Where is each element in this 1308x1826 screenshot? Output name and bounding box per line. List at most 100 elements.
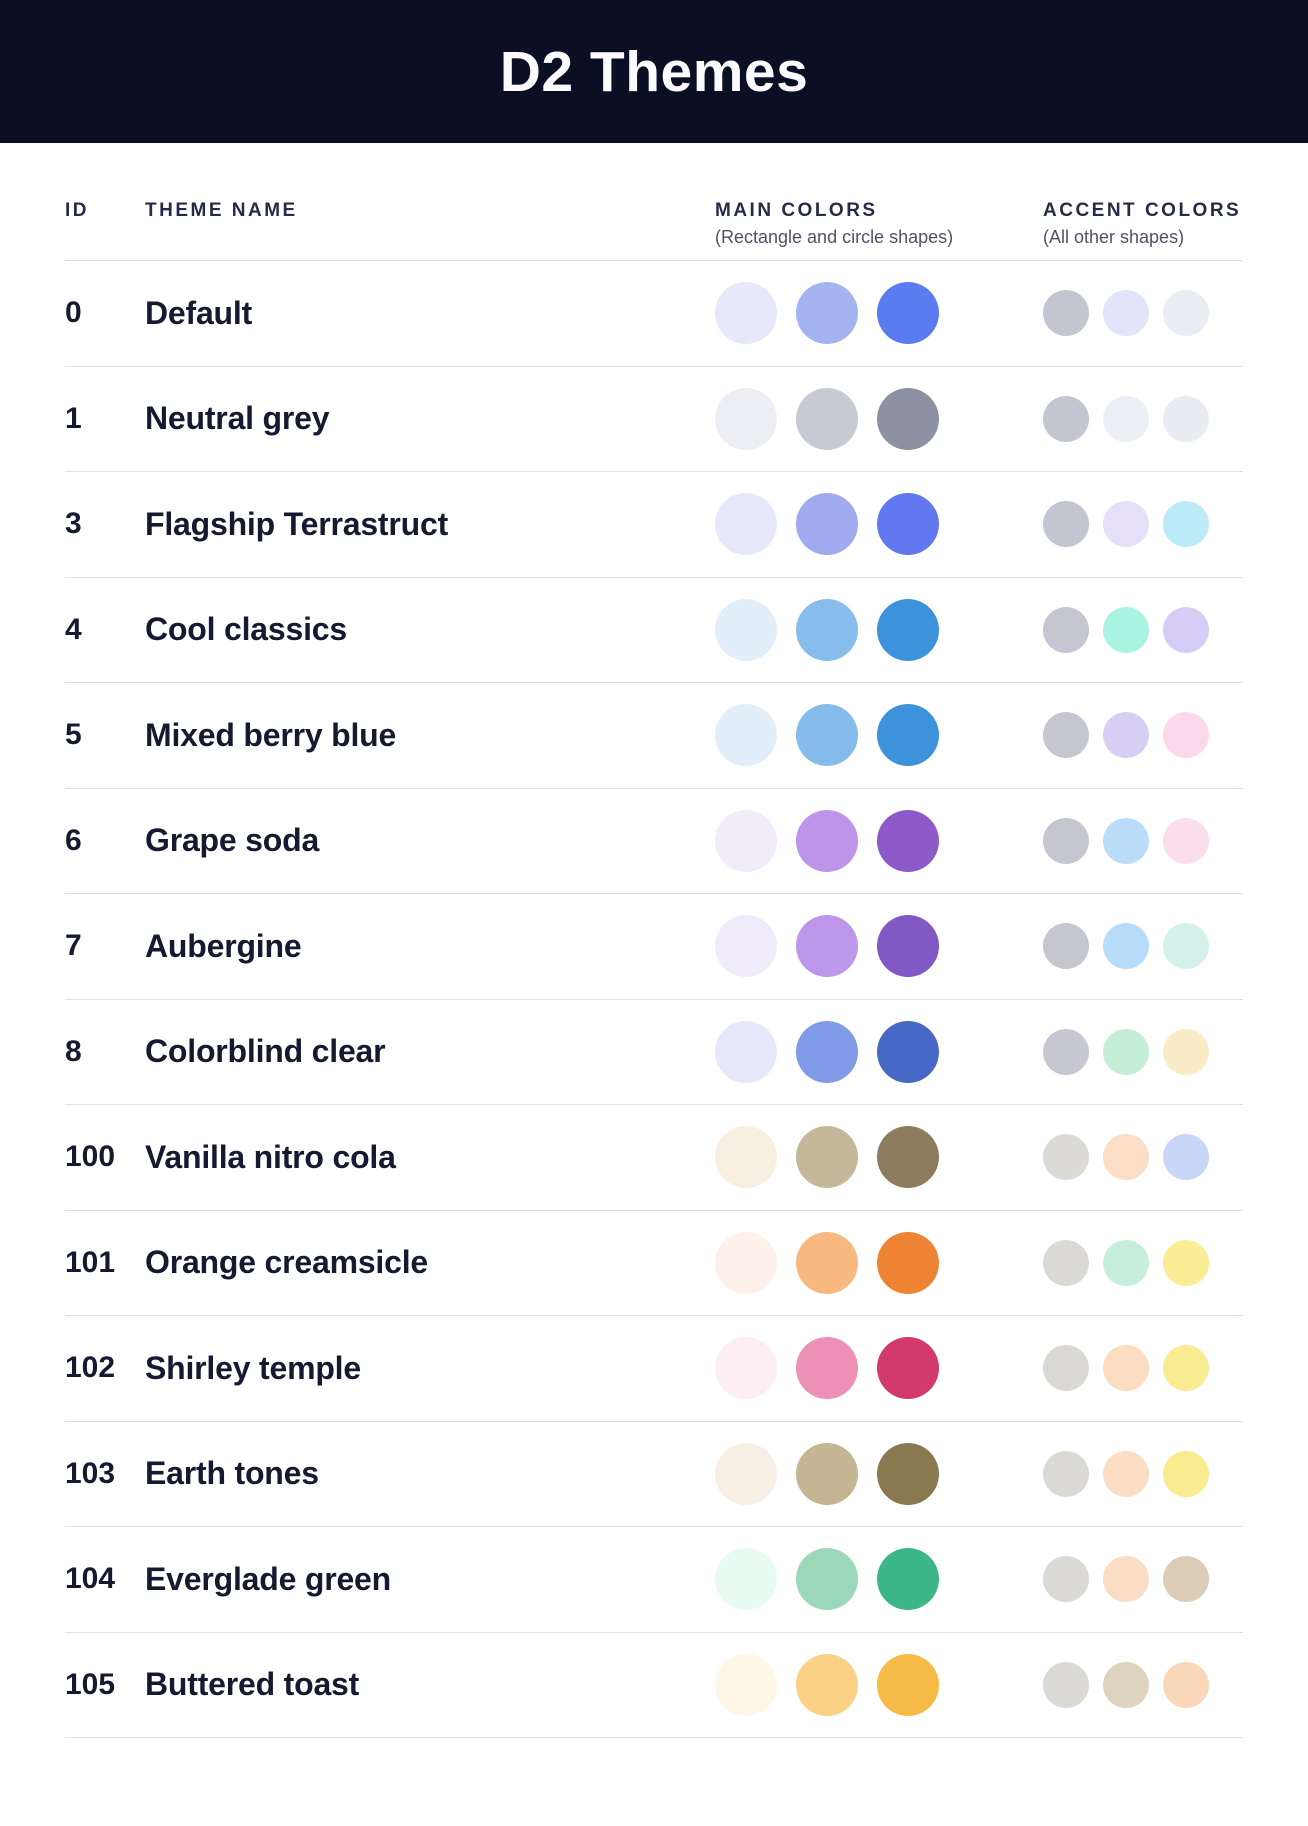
main-color-swatches	[715, 704, 1043, 767]
main-color-swatch	[715, 1126, 777, 1189]
main-color-swatch	[877, 1020, 939, 1083]
theme-name: Grape soda	[145, 822, 320, 859]
table-row: 101 Orange creamsicle	[65, 1211, 1243, 1316]
accent-color-swatch	[1103, 606, 1149, 653]
main-color-swatch	[796, 1020, 858, 1083]
accent-color-swatch	[1163, 1239, 1209, 1286]
table-row: 5 Mixed berry blue	[65, 683, 1243, 789]
table-row: 103 Earth tones	[65, 1422, 1243, 1527]
accent-color-swatch	[1043, 1661, 1089, 1708]
accent-color-swatch	[1103, 395, 1149, 442]
accent-color-swatch	[1163, 712, 1209, 759]
theme-name: Orange creamsicle	[145, 1244, 428, 1281]
main-color-swatch	[715, 704, 777, 767]
main-color-swatches	[715, 282, 1043, 345]
accent-color-swatch	[1163, 1134, 1209, 1181]
theme-name: Vanilla nitro cola	[145, 1138, 396, 1175]
column-subheader-main-colors: (Rectangle and circle shapes)	[715, 227, 954, 247]
main-color-swatch	[796, 598, 858, 661]
column-header-main-colors-cell: MAIN COLORS (Rectangle and circle shapes…	[715, 199, 1043, 249]
main-color-swatch	[796, 809, 858, 872]
accent-color-swatches	[1043, 1450, 1243, 1497]
accent-color-swatches	[1043, 1556, 1243, 1603]
column-header-accent-colors: ACCENT COLORS	[1043, 200, 1242, 221]
table-row: 105 Buttered toast	[65, 1633, 1243, 1738]
accent-color-swatch	[1163, 1450, 1209, 1497]
main-color-swatch	[877, 282, 939, 345]
main-color-swatch	[715, 915, 777, 978]
column-header-main-colors: MAIN COLORS	[715, 200, 878, 221]
accent-color-swatches	[1043, 1134, 1243, 1181]
accent-color-swatches	[1043, 1239, 1243, 1286]
main-color-swatch	[877, 387, 939, 450]
accent-color-swatch	[1043, 290, 1089, 337]
table-header-row: ID THEME NAME MAIN COLORS (Rectangle and…	[65, 143, 1243, 261]
accent-color-swatch	[1163, 501, 1209, 548]
accent-color-swatch	[1163, 1661, 1209, 1708]
main-color-swatches	[715, 1337, 1043, 1400]
main-color-swatches	[715, 598, 1043, 661]
table-row: 7 Aubergine	[65, 894, 1243, 1000]
main-color-swatches	[715, 1653, 1043, 1716]
theme-name: Shirley temple	[145, 1349, 361, 1386]
accent-color-swatch	[1043, 1556, 1089, 1603]
accent-color-swatch	[1103, 1345, 1149, 1392]
accent-color-swatch	[1103, 290, 1149, 337]
main-color-swatches	[715, 1548, 1043, 1611]
main-color-swatch	[796, 387, 858, 450]
accent-color-swatch	[1043, 1239, 1089, 1286]
main-color-swatch	[877, 809, 939, 872]
main-color-swatches	[715, 809, 1043, 872]
main-color-swatch	[877, 1337, 939, 1400]
accent-color-swatches	[1043, 1028, 1243, 1075]
accent-color-swatches	[1043, 1345, 1243, 1392]
theme-name: Aubergine	[145, 927, 302, 964]
table-row: 0 Default	[65, 261, 1243, 367]
accent-color-swatches	[1043, 923, 1243, 970]
accent-color-swatch	[1043, 1134, 1089, 1181]
accent-color-swatch	[1163, 606, 1209, 653]
theme-id: 100	[65, 1140, 116, 1174]
main-color-swatch	[715, 1231, 777, 1294]
accent-color-swatches	[1043, 817, 1243, 864]
table-row: 102 Shirley temple	[65, 1316, 1243, 1422]
accent-color-swatch	[1043, 606, 1089, 653]
column-header-theme-name: THEME NAME	[145, 200, 298, 221]
table-row: 8 Colorblind clear	[65, 1000, 1243, 1105]
theme-id: 4	[65, 612, 82, 646]
main-color-swatch	[715, 387, 777, 450]
table-row: 4 Cool classics	[65, 578, 1243, 683]
main-color-swatch	[877, 1231, 939, 1294]
main-color-swatches	[715, 1020, 1043, 1083]
theme-name: Mixed berry blue	[145, 716, 397, 753]
main-color-swatch	[715, 1548, 777, 1611]
main-color-swatch	[796, 704, 858, 767]
theme-name: Default	[145, 294, 253, 331]
main-color-swatch	[796, 1126, 858, 1189]
accent-color-swatch	[1043, 395, 1089, 442]
theme-id: 104	[65, 1562, 116, 1596]
spacer	[145, 225, 715, 249]
theme-name: Colorblind clear	[145, 1033, 386, 1070]
theme-name: Neutral grey	[145, 400, 330, 437]
themes-table: ID THEME NAME MAIN COLORS (Rectangle and…	[0, 143, 1308, 1738]
accent-color-swatch	[1043, 923, 1089, 970]
main-color-swatch	[796, 1548, 858, 1611]
accent-color-swatch	[1163, 1345, 1209, 1392]
main-color-swatch	[715, 493, 777, 556]
main-color-swatch	[877, 704, 939, 767]
column-header-theme-name-cell: THEME NAME	[145, 199, 715, 249]
main-color-swatch	[796, 282, 858, 345]
accent-color-swatch	[1103, 923, 1149, 970]
main-color-swatches	[715, 387, 1043, 450]
accent-color-swatches	[1043, 395, 1243, 442]
theme-name: Flagship Terrastruct	[145, 505, 449, 542]
theme-id: 101	[65, 1245, 116, 1279]
accent-color-swatch	[1103, 1134, 1149, 1181]
main-color-swatch	[877, 1548, 939, 1611]
accent-color-swatch	[1103, 1556, 1149, 1603]
main-color-swatches	[715, 493, 1043, 556]
accent-color-swatch	[1163, 1556, 1209, 1603]
accent-color-swatch	[1163, 290, 1209, 337]
accent-color-swatch	[1043, 1028, 1089, 1075]
